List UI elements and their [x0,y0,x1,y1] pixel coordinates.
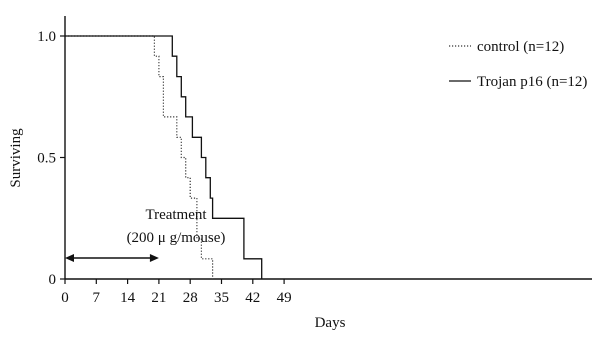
y-axis-label: Surviving [8,128,24,188]
series-line-control [65,35,214,279]
treatment-label: Treatment [145,207,207,223]
x-ticks: 0 7 14 21 28 35 42 49 [61,279,292,306]
x-tick-label: 42 [245,290,260,306]
legend-label-trojan-p16: Trojan p16 (n=12) [477,74,587,90]
x-tick-label: 14 [120,290,136,306]
y-tick-label: 1.0 [37,29,56,45]
treatment-arrow-left-head [65,254,74,262]
x-tick-label: 35 [214,290,229,306]
series-line-trojan-p16 [65,35,263,279]
x-tick-label: 7 [93,290,101,306]
y-tick-label: 0.5 [37,151,56,167]
x-tick-label: 21 [151,290,166,306]
y-ticks: 0 0.5 1.0 [37,29,65,288]
y-tick-label: 0 [49,272,57,288]
treatment-arrow-right-head [149,254,159,262]
series-group [65,35,263,279]
legend-label-control: control (n=12) [477,39,564,55]
treatment-annotation: Treatment (200 μ g/mouse) [65,207,225,262]
x-axis-label: Days [315,315,346,331]
treatment-dose-label: (200 μ g/mouse) [127,230,226,246]
x-tick-label: 28 [183,290,198,306]
x-tick-label: 49 [277,290,292,306]
axes [64,16,592,280]
legend: control (n=12) Trojan p16 (n=12) [449,39,587,90]
x-tick-label: 0 [61,290,69,306]
